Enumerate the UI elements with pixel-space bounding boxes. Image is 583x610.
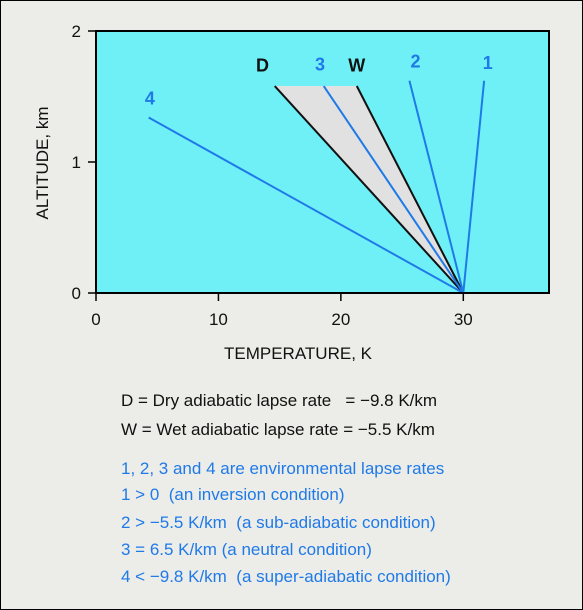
- y-tick-label-1: 1: [72, 153, 81, 172]
- y-tick-label-2: 2: [72, 22, 81, 41]
- y-axis-label: ALTITUDE, km: [33, 106, 52, 219]
- x-tick-label-2: 20: [331, 310, 350, 329]
- plot-area: [96, 31, 549, 293]
- series-layer: [148, 80, 486, 294]
- lapse-line-4: [148, 116, 464, 294]
- series-label-1: 1: [483, 53, 493, 73]
- legend-line-env: 1, 2, 3 and 4 are environmental lapse ra…: [121, 459, 445, 478]
- series-label-2: 2: [411, 52, 421, 72]
- series-label-3: 3: [315, 54, 325, 74]
- x-tick-label-3: 30: [454, 310, 473, 329]
- x-axis-label: TEMPERATURE, K: [224, 344, 373, 361]
- lapse-line-w: [355, 85, 465, 294]
- legend-line-3: 3 = 6.5 K/km (a neutral condition): [121, 540, 372, 559]
- annotations-layer: D 3 W 2 1 4: [145, 52, 493, 109]
- legend-line-dry: D = Dry adiabatic lapse rate = −9.8 K/km: [121, 391, 438, 410]
- legend-line-wet: W = Wet adiabatic lapse rate = −5.5 K/km: [121, 420, 435, 439]
- ticks-layer: 0 10 20 30 0 1 2: [72, 22, 473, 329]
- legend-line-2: 2 > −5.5 K/km (a sub-adiabatic condition…: [121, 513, 436, 532]
- legend-line-4: 4 < −9.8 K/km (a super-adiabatic conditi…: [121, 567, 451, 586]
- series-label-4: 4: [145, 88, 155, 108]
- lapse-rate-chart: 0 10 20 30 0 1 2 D 3 W 2 1 4 TEMPERATURE, K ALTITUD…: [33, 22, 550, 361]
- x-tick-label-1: 10: [209, 310, 228, 329]
- series-label-w: W: [348, 56, 365, 76]
- lapse-line-2: [408, 80, 465, 294]
- legend-line-1: 1 > 0 (an inversion condition): [121, 485, 345, 504]
- series-label-d: D: [256, 56, 269, 76]
- lapse-line-1: [462, 80, 486, 294]
- lapse-line-3: [322, 85, 465, 294]
- lapse-line-d: [274, 85, 465, 294]
- x-tick-label-0: 0: [91, 310, 100, 329]
- y-tick-label-0: 0: [72, 284, 81, 303]
